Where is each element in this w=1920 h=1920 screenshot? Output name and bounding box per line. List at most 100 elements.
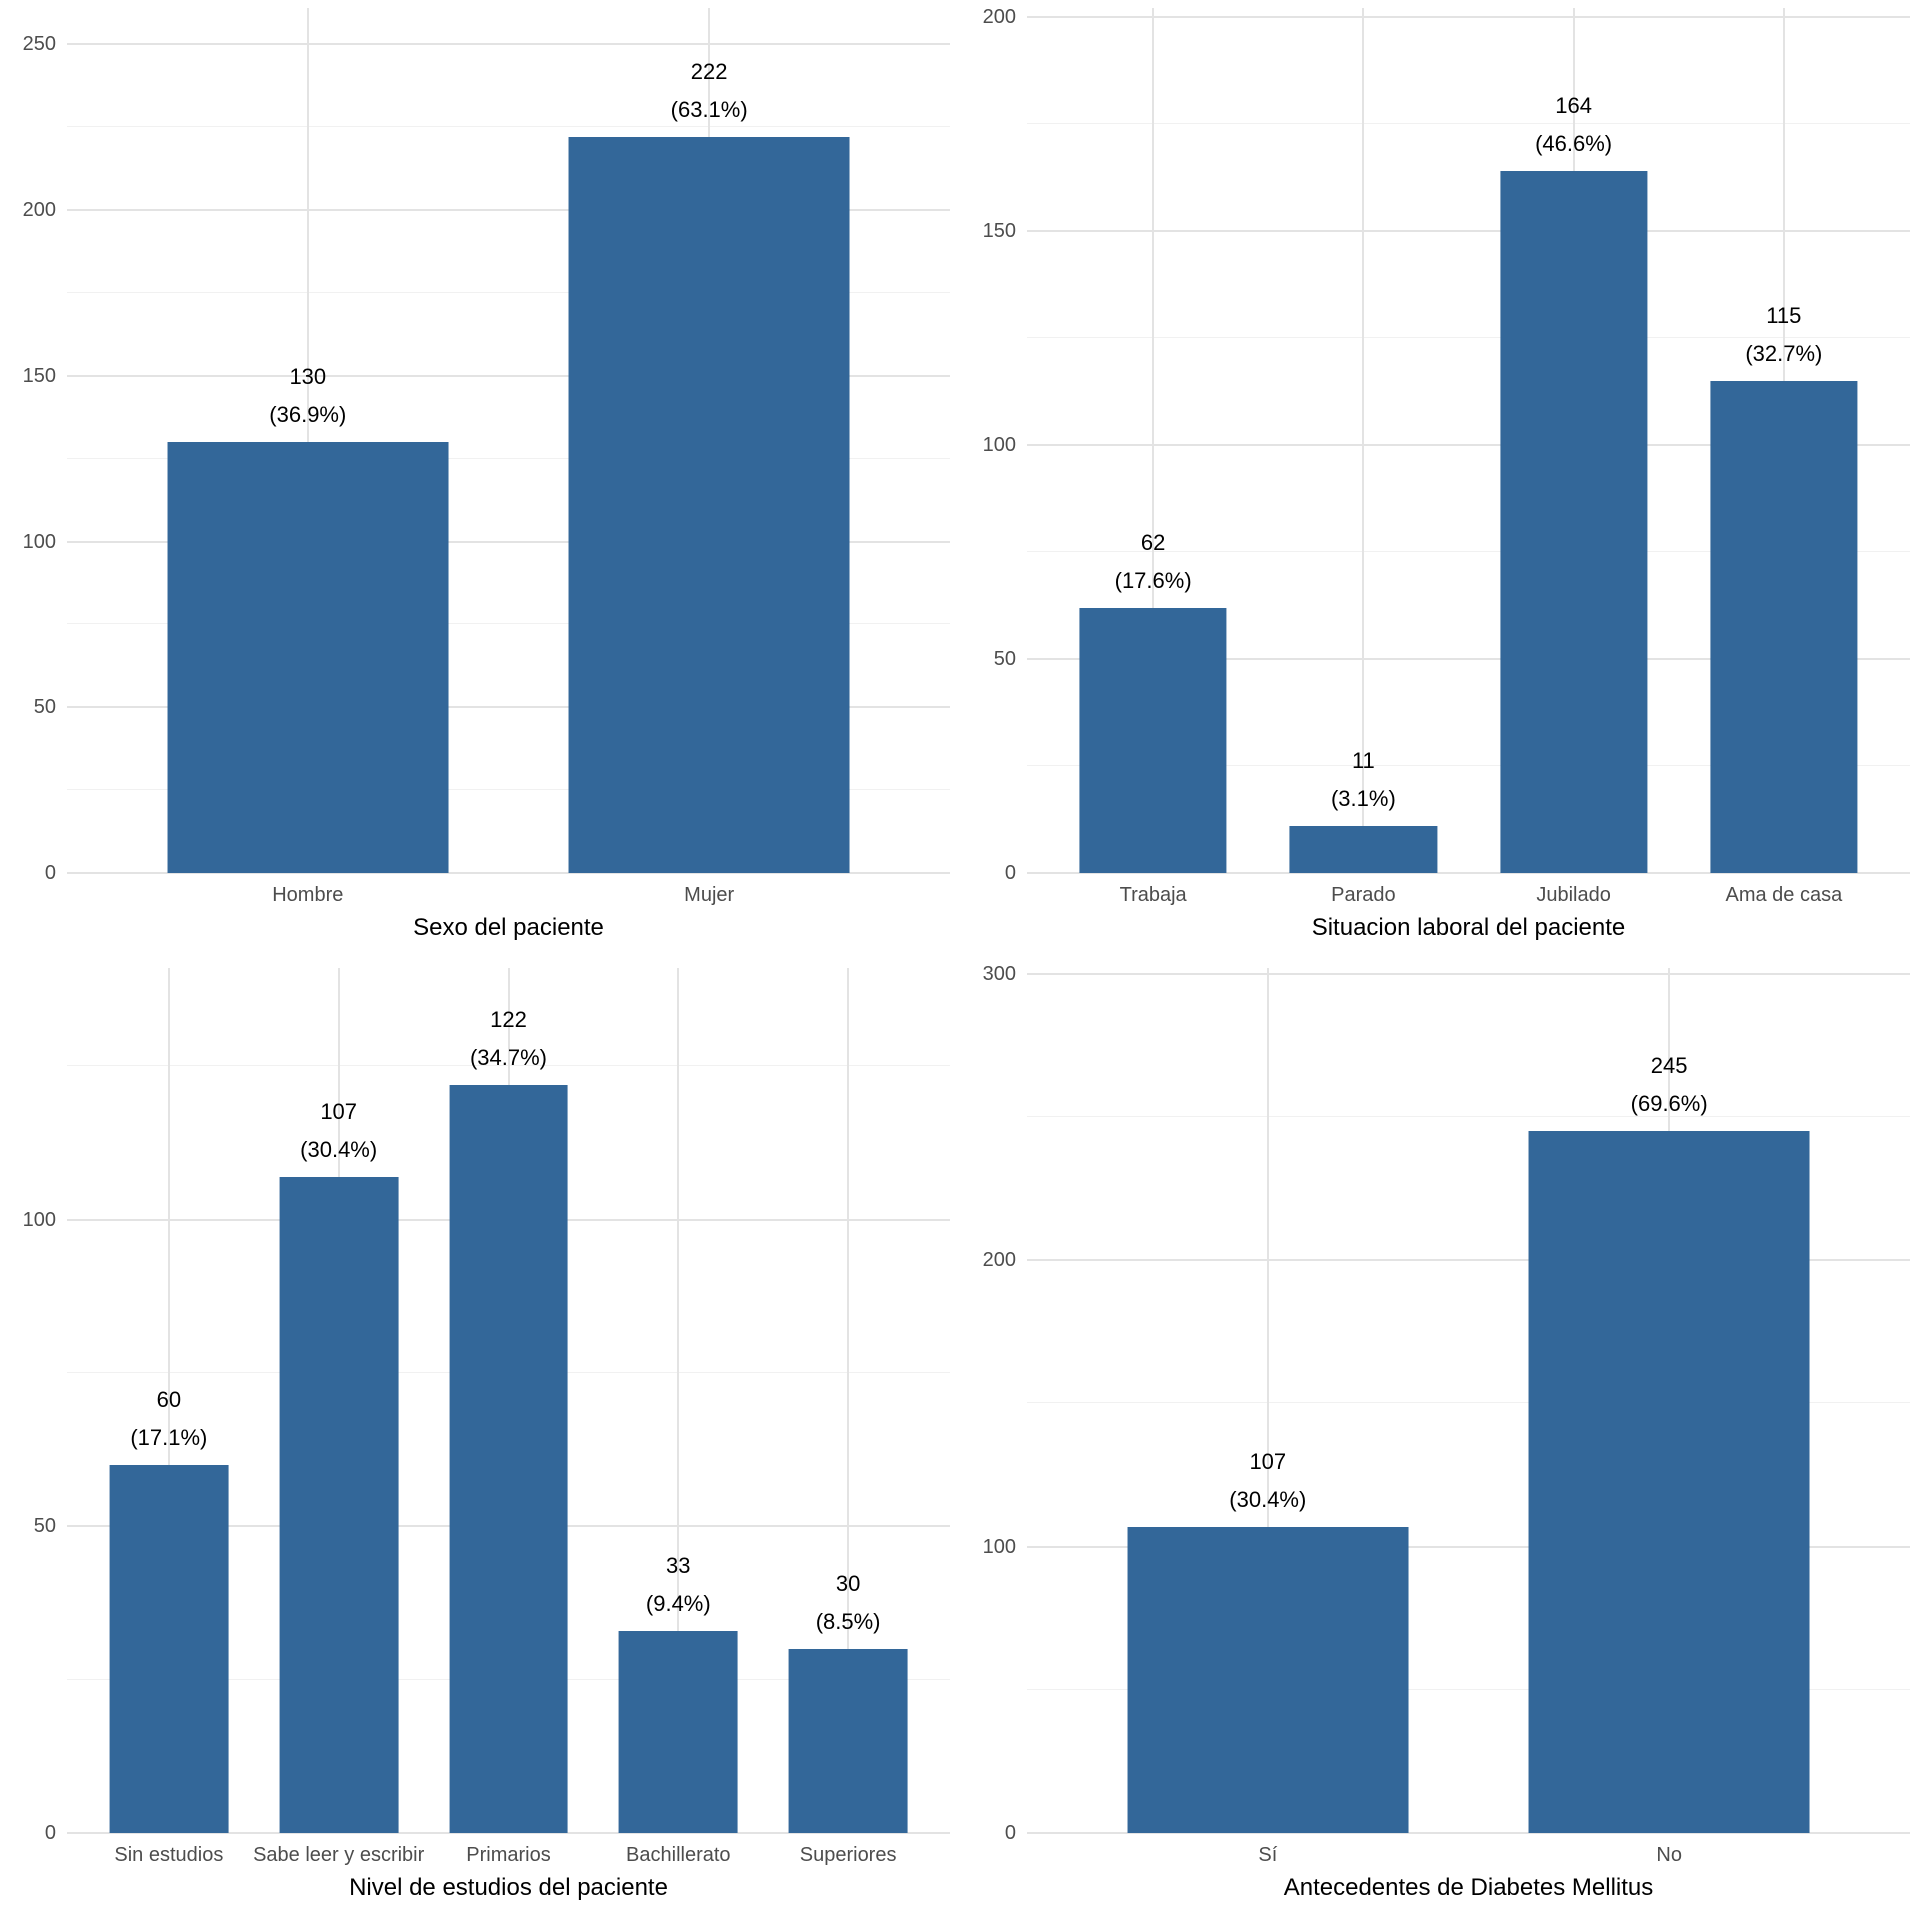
bar-pct-label: (34.7%) <box>469 1044 548 1070</box>
bar-count-label: 33 <box>666 1552 691 1578</box>
y-tick-label: 300 <box>982 962 1016 985</box>
chart-nivel-de-estudios: 60 (17.1%) 107 (30.4%) 122 (34.7%) 33 (9.4%) 30 (… <box>0 960 960 1920</box>
x-tick-label: Ama de casa <box>1725 884 1843 906</box>
bar-label: 164 (46.6%) <box>1535 87 1612 163</box>
y-gridline-major <box>1027 972 1910 975</box>
bar-antecedentes-diabetes-0 <box>1127 1526 1409 1833</box>
y-gridline-major <box>1027 872 1910 874</box>
y-gridline-minor <box>67 789 950 791</box>
bar-nivel-de-estudios-3 <box>618 1630 738 1833</box>
y-tick-label: 150 <box>982 219 1016 242</box>
x-tick-label: No <box>1656 1844 1682 1866</box>
y-tick-label: 100 <box>22 1208 56 1231</box>
bar-pct-label: (63.1%) <box>670 97 748 123</box>
bar-label: 30 (8.5%) <box>816 1565 881 1641</box>
bar-count-label: 245 <box>1650 1053 1688 1079</box>
y-gridline-major <box>67 43 950 46</box>
y-gridline-minor <box>1027 1402 1910 1404</box>
bar-pct-label: (3.1%) <box>1330 785 1396 811</box>
bar-pct-label: (30.4%) <box>300 1136 378 1162</box>
plot-panel: 62 (17.6%) 11 (3.1%) 164 (46.6%) 115 (32.7%) <box>1027 8 1910 874</box>
x-tick-label: Parado <box>1331 884 1396 906</box>
y-tick-label: 200 <box>982 5 1016 28</box>
bar-count-label: 122 <box>490 1006 527 1032</box>
x-tick-label: Mujer <box>684 884 735 906</box>
bar-label: 62 (17.6%) <box>1115 524 1192 600</box>
bar-count-label: 164 <box>1555 92 1592 118</box>
plot-panel: 130 (36.9%) 222 (63.1%) <box>67 8 950 874</box>
bar-pct-label: (8.5%) <box>815 1608 881 1634</box>
y-gridline-minor <box>67 292 950 294</box>
bar-label: 222 (63.1%) <box>671 53 748 129</box>
bar-nivel-de-estudios-0 <box>109 1464 229 1833</box>
bar-situacion-laboral-1 <box>1289 825 1437 873</box>
bar-pct-label: (36.9%) <box>269 402 347 428</box>
bar-count-label: 60 <box>156 1386 182 1412</box>
chart-sexo-del-paciente: 130 (36.9%) 222 (63.1%) 0 50 100 150 200 250 Hombr… <box>0 0 960 960</box>
bar-nivel-de-estudios-1 <box>279 1176 399 1833</box>
y-gridline-minor <box>67 623 950 625</box>
y-gridline-major <box>1027 1832 1910 1834</box>
bar-label: 245 (69.6%) <box>1631 1047 1708 1123</box>
y-tick-label: 100 <box>982 433 1016 456</box>
bar-situacion-laboral-2 <box>1500 170 1648 873</box>
y-tick-label: 0 <box>44 1822 56 1844</box>
y-tick-label: 250 <box>22 33 56 56</box>
bar-count-label: 62 <box>1140 529 1166 555</box>
y-tick-label: 150 <box>22 364 56 387</box>
bar-antecedentes-diabetes-1 <box>1528 1131 1810 1833</box>
y-gridline-major <box>1027 15 1910 18</box>
y-gridline-minor <box>1027 336 1910 338</box>
bar-pct-label: (17.1%) <box>130 1424 208 1450</box>
chart-situacion-laboral: 62 (17.6%) 11 (3.1%) 164 (46.6%) 115 (32.7%) 0 50… <box>960 0 1920 960</box>
y-gridline-major <box>1027 1545 1910 1548</box>
y-gridline-major <box>1027 1259 1910 1262</box>
bar-label: 115 (32.7%) <box>1745 297 1822 373</box>
bar-label: 107 (30.4%) <box>300 1093 377 1169</box>
bar-count-label: 115 <box>1766 302 1802 328</box>
plot-panel: 107 (30.4%) 245 (69.6%) <box>1027 968 1910 1834</box>
bar-situacion-laboral-3 <box>1710 380 1858 873</box>
bar-sexo-del-paciente-1 <box>568 137 850 873</box>
bar-pct-label: (30.4%) <box>1229 1486 1307 1512</box>
y-tick-label: 100 <box>22 530 56 553</box>
plot-panel: 60 (17.1%) 107 (30.4%) 122 (34.7%) 33 (9.4%) 30 (… <box>67 968 950 1834</box>
x-axis-title-situacion-laboral: Situacion laboral del paciente <box>1311 914 1626 941</box>
chart-antecedentes-diabetes: 107 (30.4%) 245 (69.6%) 0 100 200 300 Sí No Antece… <box>960 960 1920 1920</box>
y-gridline-major <box>1027 443 1910 446</box>
y-tick-label: 0 <box>1004 1822 1016 1844</box>
x-gridline <box>1266 968 1269 1833</box>
y-gridline-major <box>67 209 950 212</box>
y-gridline-minor <box>67 126 950 128</box>
bar-nivel-de-estudios-4 <box>788 1648 908 1833</box>
x-tick-label: Superiores <box>799 1844 897 1866</box>
bar-count-label: 130 <box>289 364 327 390</box>
bar-pct-label: (9.4%) <box>645 1590 711 1616</box>
y-gridline-minor <box>1027 1115 1910 1117</box>
x-gridline <box>306 8 309 873</box>
x-gridline <box>1152 8 1155 873</box>
y-tick-label: 100 <box>982 1535 1016 1558</box>
y-gridline-major <box>67 374 950 377</box>
y-tick-label: 50 <box>993 647 1016 670</box>
x-tick-label: Sí <box>1258 1844 1278 1866</box>
bar-label: 107 (30.4%) <box>1229 1443 1306 1519</box>
y-gridline-minor <box>1027 764 1910 766</box>
y-gridline-minor <box>1027 122 1910 124</box>
x-tick-label: Bachillerato <box>626 1844 731 1866</box>
bar-situacion-laboral-0 <box>1079 607 1227 873</box>
bar-label: 33 (9.4%) <box>646 1547 711 1623</box>
y-tick-label: 0 <box>1004 862 1016 884</box>
x-tick-label: Hombre <box>272 884 344 906</box>
y-gridline-major <box>67 872 950 874</box>
y-gridline-major <box>67 1832 950 1834</box>
bar-pct-label: (17.6%) <box>1114 567 1192 593</box>
x-axis-title-nivel-de-estudios: Nivel de estudios del paciente <box>349 1874 668 1901</box>
y-tick-label: 50 <box>33 1515 56 1538</box>
bar-nivel-de-estudios-2 <box>449 1084 568 1833</box>
bar-pct-label: (69.6%) <box>1630 1091 1708 1117</box>
x-gridline <box>677 968 680 1833</box>
x-tick-label: Jubilado <box>1536 884 1611 906</box>
bar-pct-label: (46.6%) <box>1535 130 1613 156</box>
